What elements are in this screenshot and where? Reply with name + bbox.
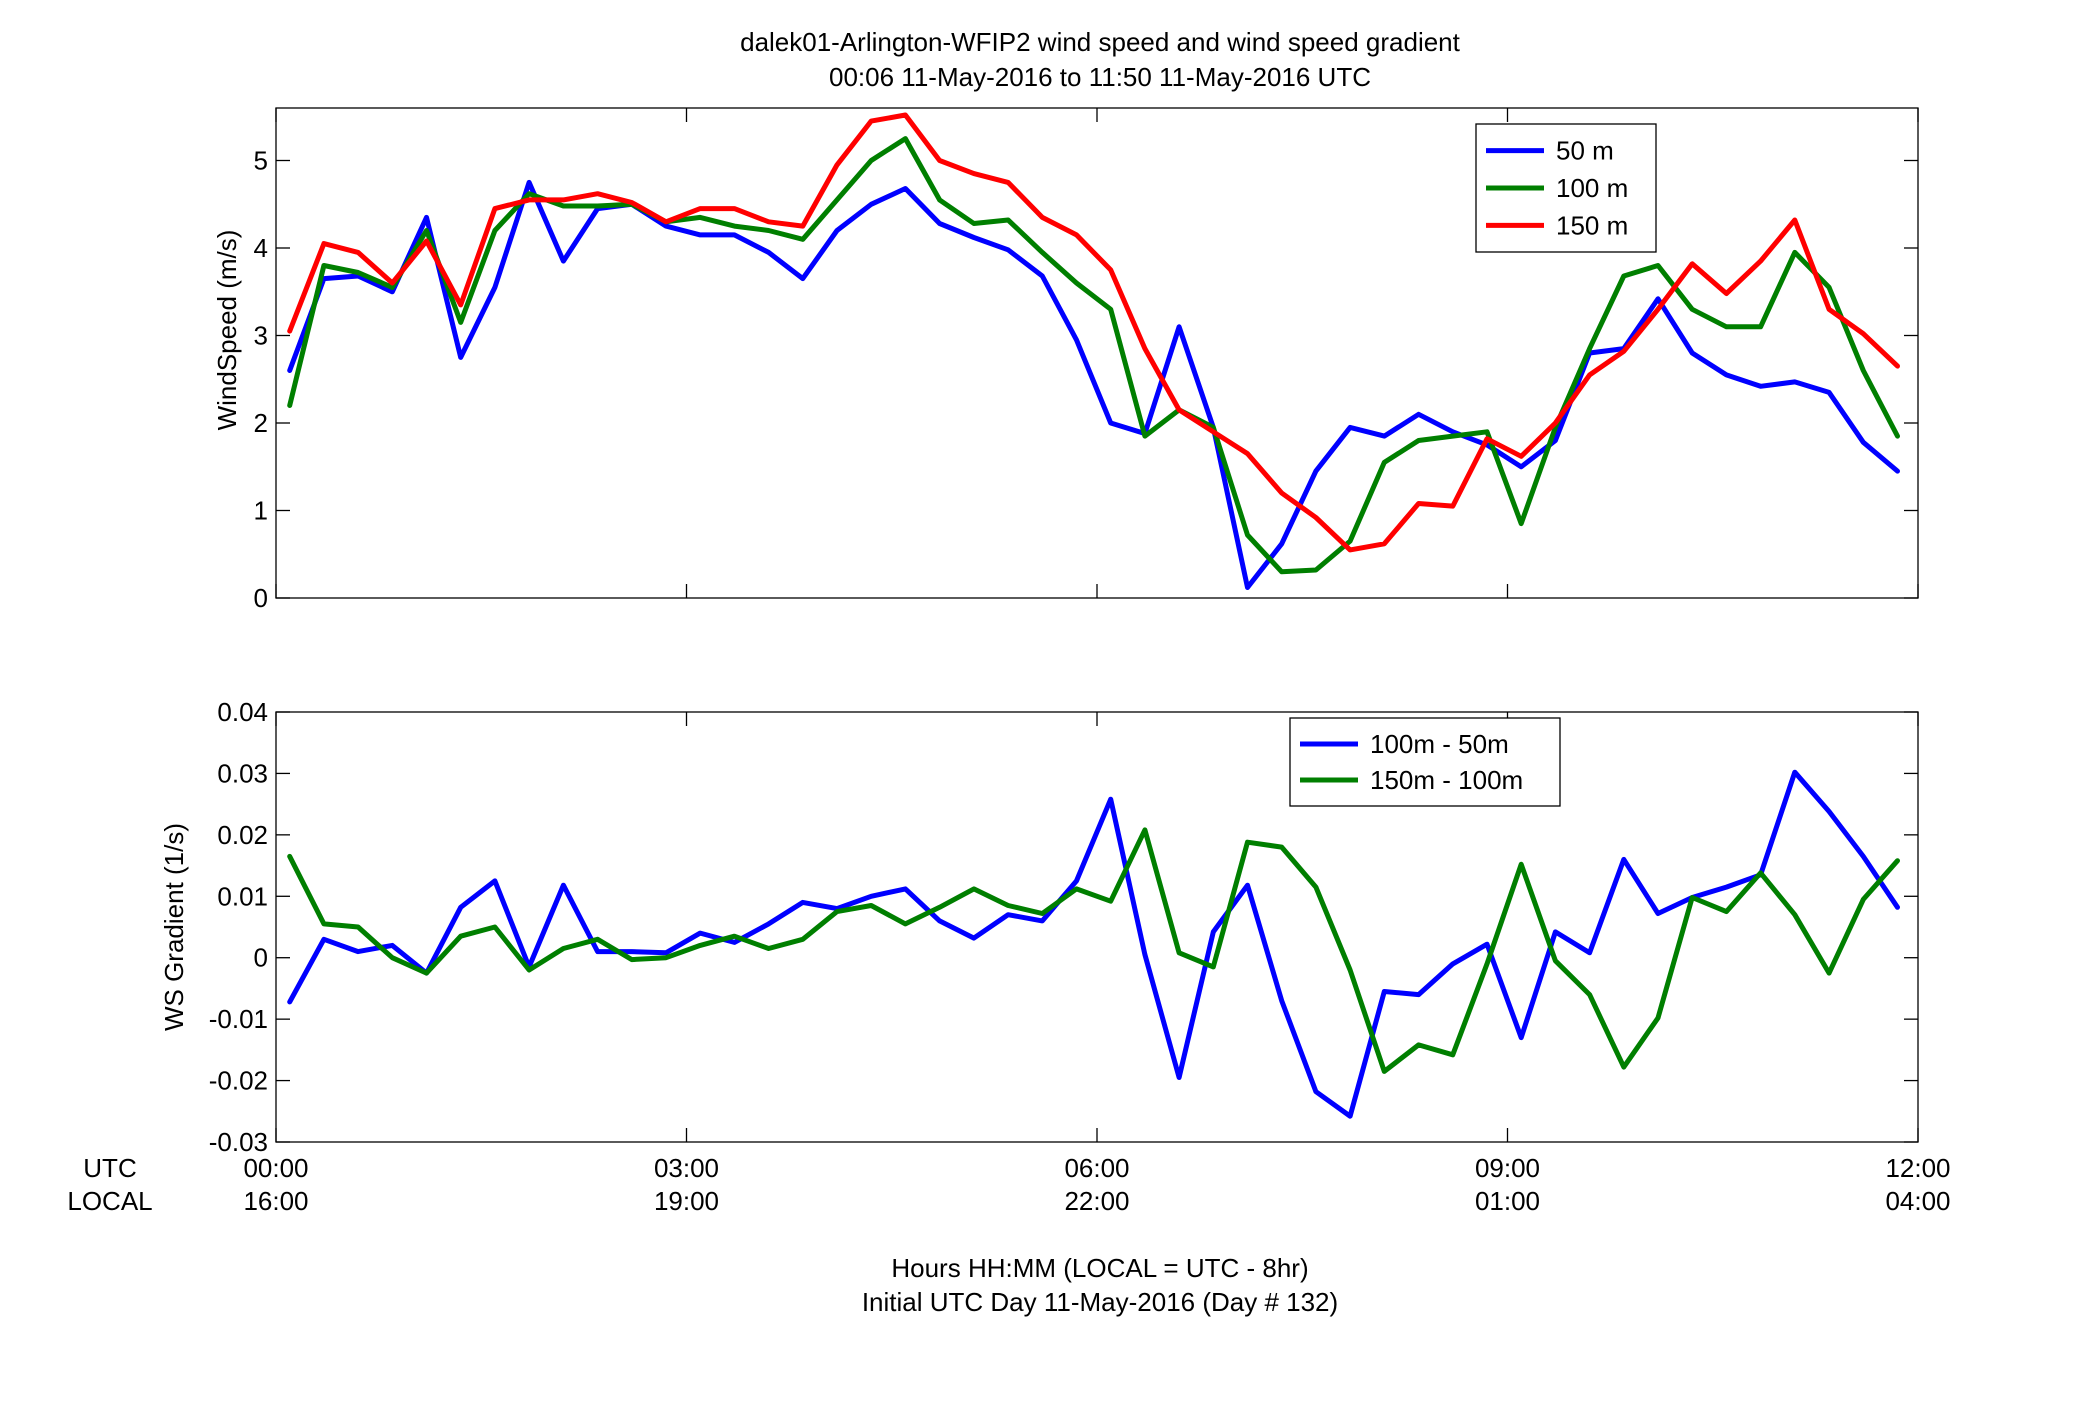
x-tick-label-local: 19:00 <box>654 1186 719 1216</box>
wind-speed-series <box>287 112 1900 590</box>
utc-row-label: UTC <box>83 1153 136 1183</box>
gradient-ticks: -0.03 -0.02 -0.01 0 0.01 0.02 0.03 0.04 <box>209 697 1919 1157</box>
legend-label: 100m - 50m <box>1370 729 1509 759</box>
gradient-y-axis-title: WS Gradient (1/s) <box>159 823 189 1031</box>
gradient-panel: WS Gradient (1/s) -0.03 -0.02 -0.01 0 0.01 0.… <box>159 697 1919 1157</box>
series-line-150m-100m <box>287 827 1900 1074</box>
gradient-legend: 100m - 50m 150m - 100m <box>1289 717 1561 807</box>
wind-speed-y-axis-title: WindSpeed (m/s) <box>212 230 242 431</box>
y-tick-label: 0.03 <box>217 758 268 788</box>
series-line-150-m <box>287 112 1900 553</box>
legend-label: 150 m <box>1556 210 1628 240</box>
x-tick-label-utc: 00:00 <box>243 1153 308 1183</box>
y-tick-label: -0.02 <box>209 1066 268 1096</box>
legend-label: 150m - 100m <box>1370 765 1523 795</box>
y-tick-label: 1 <box>254 496 268 526</box>
x-tick-label-local: 01:00 <box>1475 1186 1540 1216</box>
x-tick-label-local: 04:00 <box>1885 1186 1950 1216</box>
y-tick-label: 0.02 <box>217 820 268 850</box>
y-tick-label: 4 <box>254 233 268 263</box>
series-line-50-m <box>287 179 1900 590</box>
y-tick-label: 5 <box>254 146 268 176</box>
x-tick-label-local: 16:00 <box>243 1186 308 1216</box>
y-tick-label: 3 <box>254 321 268 351</box>
y-tick-label: 0 <box>254 583 268 613</box>
legend-label: 100 m <box>1556 173 1628 203</box>
x-tick-label-utc: 09:00 <box>1475 1153 1540 1183</box>
y-tick-label: 0 <box>254 943 268 973</box>
x-axis-title-line1: Hours HH:MM (LOCAL = UTC - 8hr) <box>891 1253 1308 1283</box>
y-tick-label: 0.04 <box>217 697 268 727</box>
figure-subtitle: 00:06 11-May-2016 to 11:50 11-May-2016 U… <box>829 62 1371 92</box>
y-tick-label: 0.01 <box>217 881 268 911</box>
x-tick-label-utc: 06:00 <box>1064 1153 1129 1183</box>
legend-box <box>1289 717 1561 807</box>
x-tick-label-utc: 03:00 <box>654 1153 719 1183</box>
y-tick-label: 2 <box>254 408 268 438</box>
y-tick-label: -0.01 <box>209 1004 268 1034</box>
series-line-100-m <box>287 136 1900 575</box>
wind-speed-axes-box <box>275 107 1919 599</box>
local-row-label: LOCAL <box>67 1186 152 1216</box>
y-tick-label: -0.03 <box>209 1127 268 1157</box>
x-tick-label-utc: 12:00 <box>1885 1153 1950 1183</box>
wind-speed-panel: WindSpeed (m/s) 0 1 2 3 4 5 50 m 100 m 150 m <box>212 107 1919 613</box>
gradient-series <box>287 769 1900 1119</box>
legend-label: 50 m <box>1556 136 1614 166</box>
x-tick-label-local: 22:00 <box>1064 1186 1129 1216</box>
figure-title: dalek01-Arlington-WFIP2 wind speed and w… <box>740 27 1461 57</box>
wind-speed-legend: 50 m 100 m 150 m <box>1475 123 1657 253</box>
series-line-100m-50m <box>287 769 1900 1119</box>
gradient-axes-box <box>275 711 1919 1143</box>
x-axis-title-line2: Initial UTC Day 11-May-2016 (Day # 132) <box>862 1287 1338 1317</box>
